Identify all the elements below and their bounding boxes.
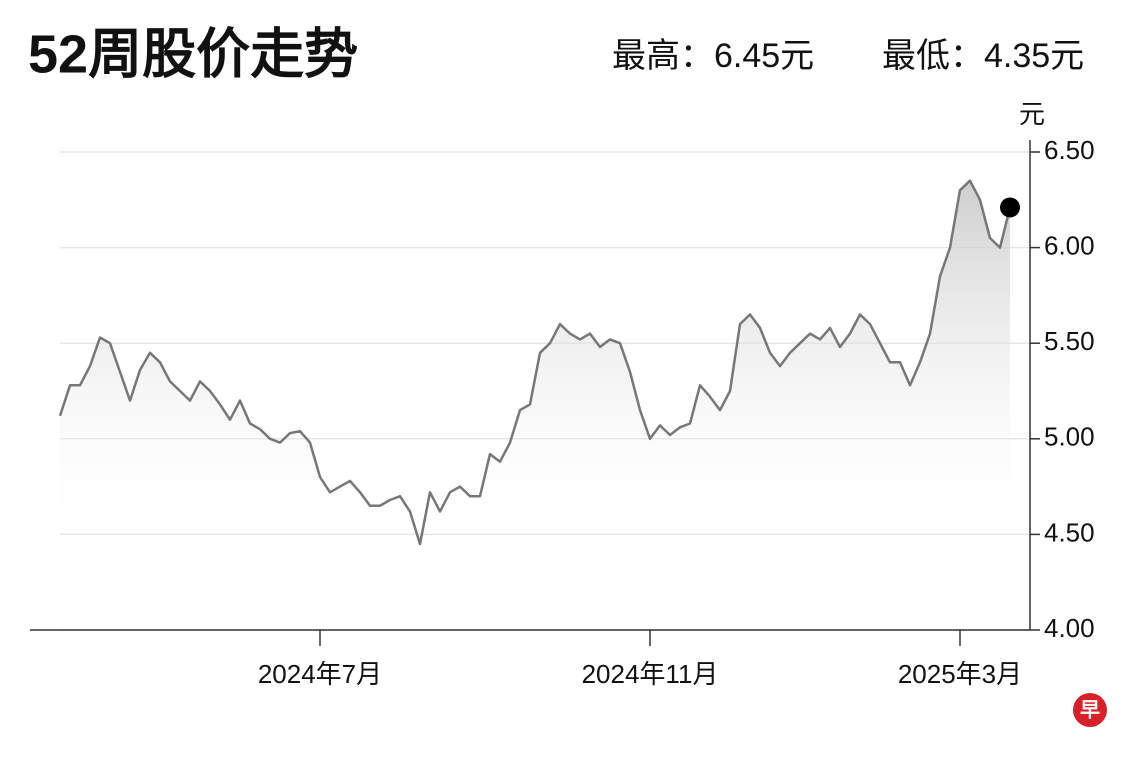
y-tick-label: 4.50 bbox=[1044, 517, 1095, 547]
y-tick-label: 5.50 bbox=[1044, 326, 1095, 356]
y-axis-label: 元 bbox=[1019, 99, 1045, 129]
chart-title: 52周股价走势 bbox=[28, 24, 358, 84]
x-tick-label: 2024年11月 bbox=[582, 659, 719, 689]
y-tick-label: 5.00 bbox=[1044, 422, 1095, 452]
logo-badge bbox=[1073, 693, 1107, 727]
y-tick-label: 6.00 bbox=[1044, 230, 1095, 260]
last-point bbox=[1000, 197, 1020, 218]
area bbox=[60, 180, 1010, 544]
x-tick-label: 2025年3月 bbox=[898, 659, 1022, 689]
y-tick-label: 6.50 bbox=[1044, 135, 1095, 165]
logo: 早 bbox=[1080, 699, 1100, 721]
line bbox=[58, 179, 1012, 546]
x-tick-label: 2024年7月 bbox=[258, 659, 382, 689]
y-tick-label: 4.00 bbox=[1044, 613, 1095, 643]
annotation: 最低：4.35元 bbox=[882, 37, 1084, 75]
annotation: 最高：6.45元 bbox=[612, 37, 814, 75]
